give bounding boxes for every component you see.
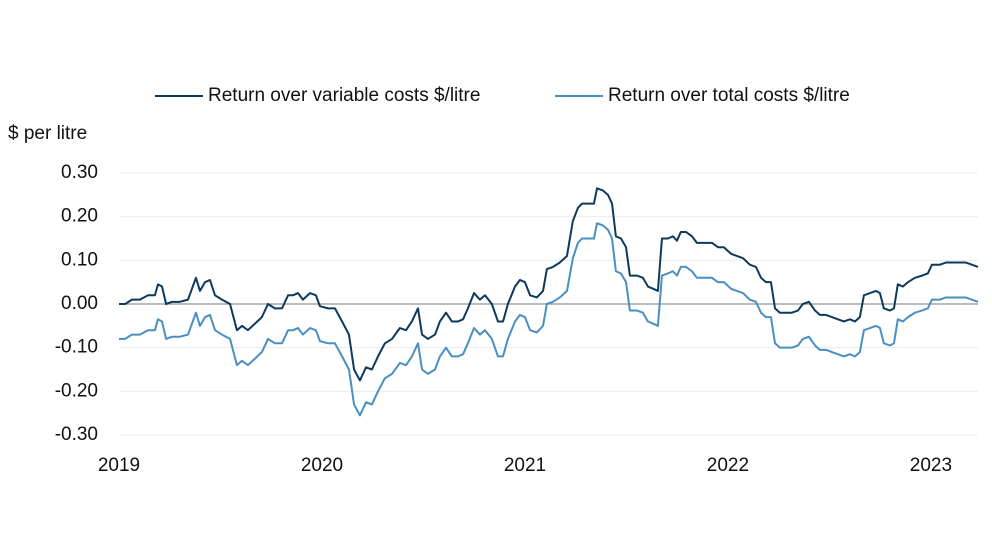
y-tick-label: -0.20: [55, 380, 98, 401]
y-tick-label: 0.00: [61, 293, 98, 314]
x-tick-label: 2021: [504, 455, 546, 476]
y-axis-label: $ per litre: [8, 123, 87, 144]
series-line: [119, 187, 979, 382]
y-tick-label: 0.30: [61, 162, 98, 183]
y-tick-label: -0.30: [55, 424, 98, 445]
x-tick-label: 2019: [98, 455, 140, 476]
y-tick-label: 0.20: [61, 206, 98, 227]
legend-label: Return over variable costs $/litre: [208, 85, 480, 106]
x-tick-label: 2022: [707, 455, 749, 476]
y-tick-label: 0.10: [61, 249, 98, 270]
y-tick-label: -0.10: [55, 337, 98, 358]
x-tick-label: 2023: [910, 455, 952, 476]
x-tick-label: 2020: [301, 455, 343, 476]
series-line: [119, 222, 979, 417]
legend-label: Return over total costs $/litre: [608, 85, 850, 106]
